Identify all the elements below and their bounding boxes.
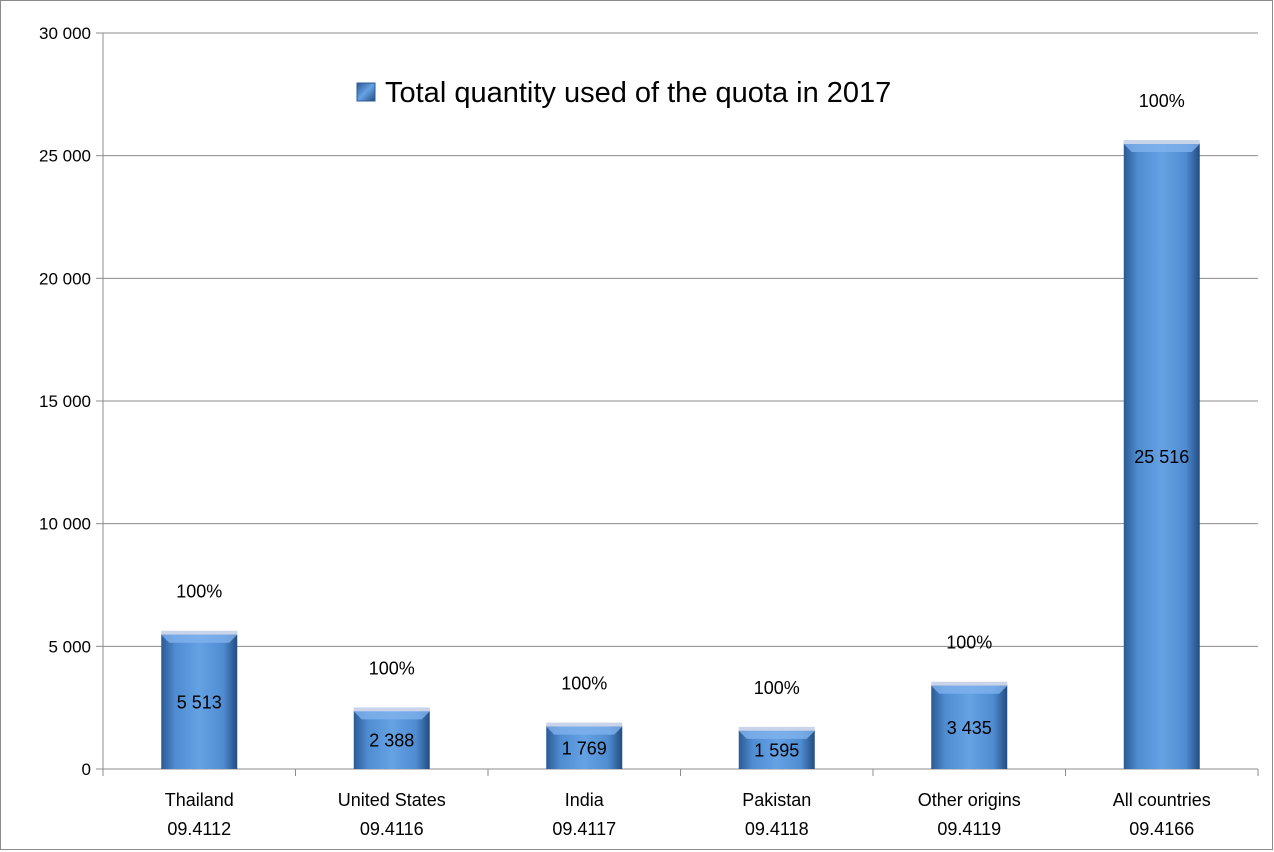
bar-top <box>546 722 623 727</box>
legend-label: Total quantity used of the quota in 2017 <box>385 77 891 109</box>
bar-bevel <box>353 711 430 720</box>
bar-percent-label: 100% <box>946 633 992 653</box>
x-category-label: All countries <box>1113 790 1211 810</box>
bar-top <box>161 630 238 635</box>
bar-percent-label: 100% <box>369 658 415 678</box>
y-tick-label: 15 000 <box>39 392 91 411</box>
bar-bevel <box>1123 144 1200 153</box>
legend-swatch <box>356 82 376 102</box>
bar <box>1123 143 1200 770</box>
bar-bevel <box>161 634 238 643</box>
x-category-code: 09.4117 <box>552 819 616 839</box>
bar-value-label: 5 513 <box>177 692 222 712</box>
x-category-label: Other origins <box>918 790 1021 810</box>
bar-bevel <box>931 685 1008 694</box>
x-category-code: 09.4116 <box>360 819 424 839</box>
x-category-label: Thailand <box>165 790 234 810</box>
bar-bevel <box>738 730 815 739</box>
y-tick-label: 0 <box>82 760 91 779</box>
labels: 5 513 100% Thailand 09.4112 2 388 100% United … <box>165 91 1211 839</box>
legend: Total quantity used of the quota in 2017 <box>356 77 891 109</box>
bar-percent-label: 100% <box>1139 91 1185 111</box>
bar-top <box>353 707 430 712</box>
bar <box>161 633 238 769</box>
bar-top <box>931 681 1008 686</box>
bar-top <box>1123 140 1200 145</box>
bar-percent-label: 100% <box>176 582 222 602</box>
y-tick-label: 30 000 <box>39 24 91 43</box>
bar <box>353 710 430 769</box>
x-category-label: United States <box>338 790 446 810</box>
bar-top <box>738 726 815 731</box>
bar-percent-label: 100% <box>754 678 800 698</box>
y-tick-label: 25 000 <box>39 147 91 166</box>
bar-percent-label: 100% <box>561 674 607 694</box>
x-category-code: 09.4166 <box>1129 819 1194 839</box>
x-category-code: 09.4119 <box>937 819 1001 839</box>
x-category-code: 09.4112 <box>167 819 231 839</box>
axes: 0 5 000 10 000 15 000 20 000 25 000 30 000 <box>39 24 1259 779</box>
bar-value-label: 1 769 <box>562 738 607 758</box>
bar-value-label: 3 435 <box>947 718 992 738</box>
x-category-label: India <box>565 790 605 810</box>
x-category-label: Pakistan <box>742 790 811 810</box>
y-tick-label: 5 000 <box>48 637 91 656</box>
gridlines <box>103 32 1258 647</box>
bar-value-label: 25 516 <box>1134 447 1189 467</box>
bar <box>931 684 1008 769</box>
bars <box>161 140 1200 770</box>
y-tick-label: 20 000 <box>39 269 91 288</box>
y-tick-label: 10 000 <box>39 515 91 534</box>
bar-value-label: 1 595 <box>754 740 799 760</box>
bar-value-label: 2 388 <box>369 731 414 751</box>
x-category-code: 09.4118 <box>745 819 809 839</box>
bar-bevel <box>546 726 623 735</box>
